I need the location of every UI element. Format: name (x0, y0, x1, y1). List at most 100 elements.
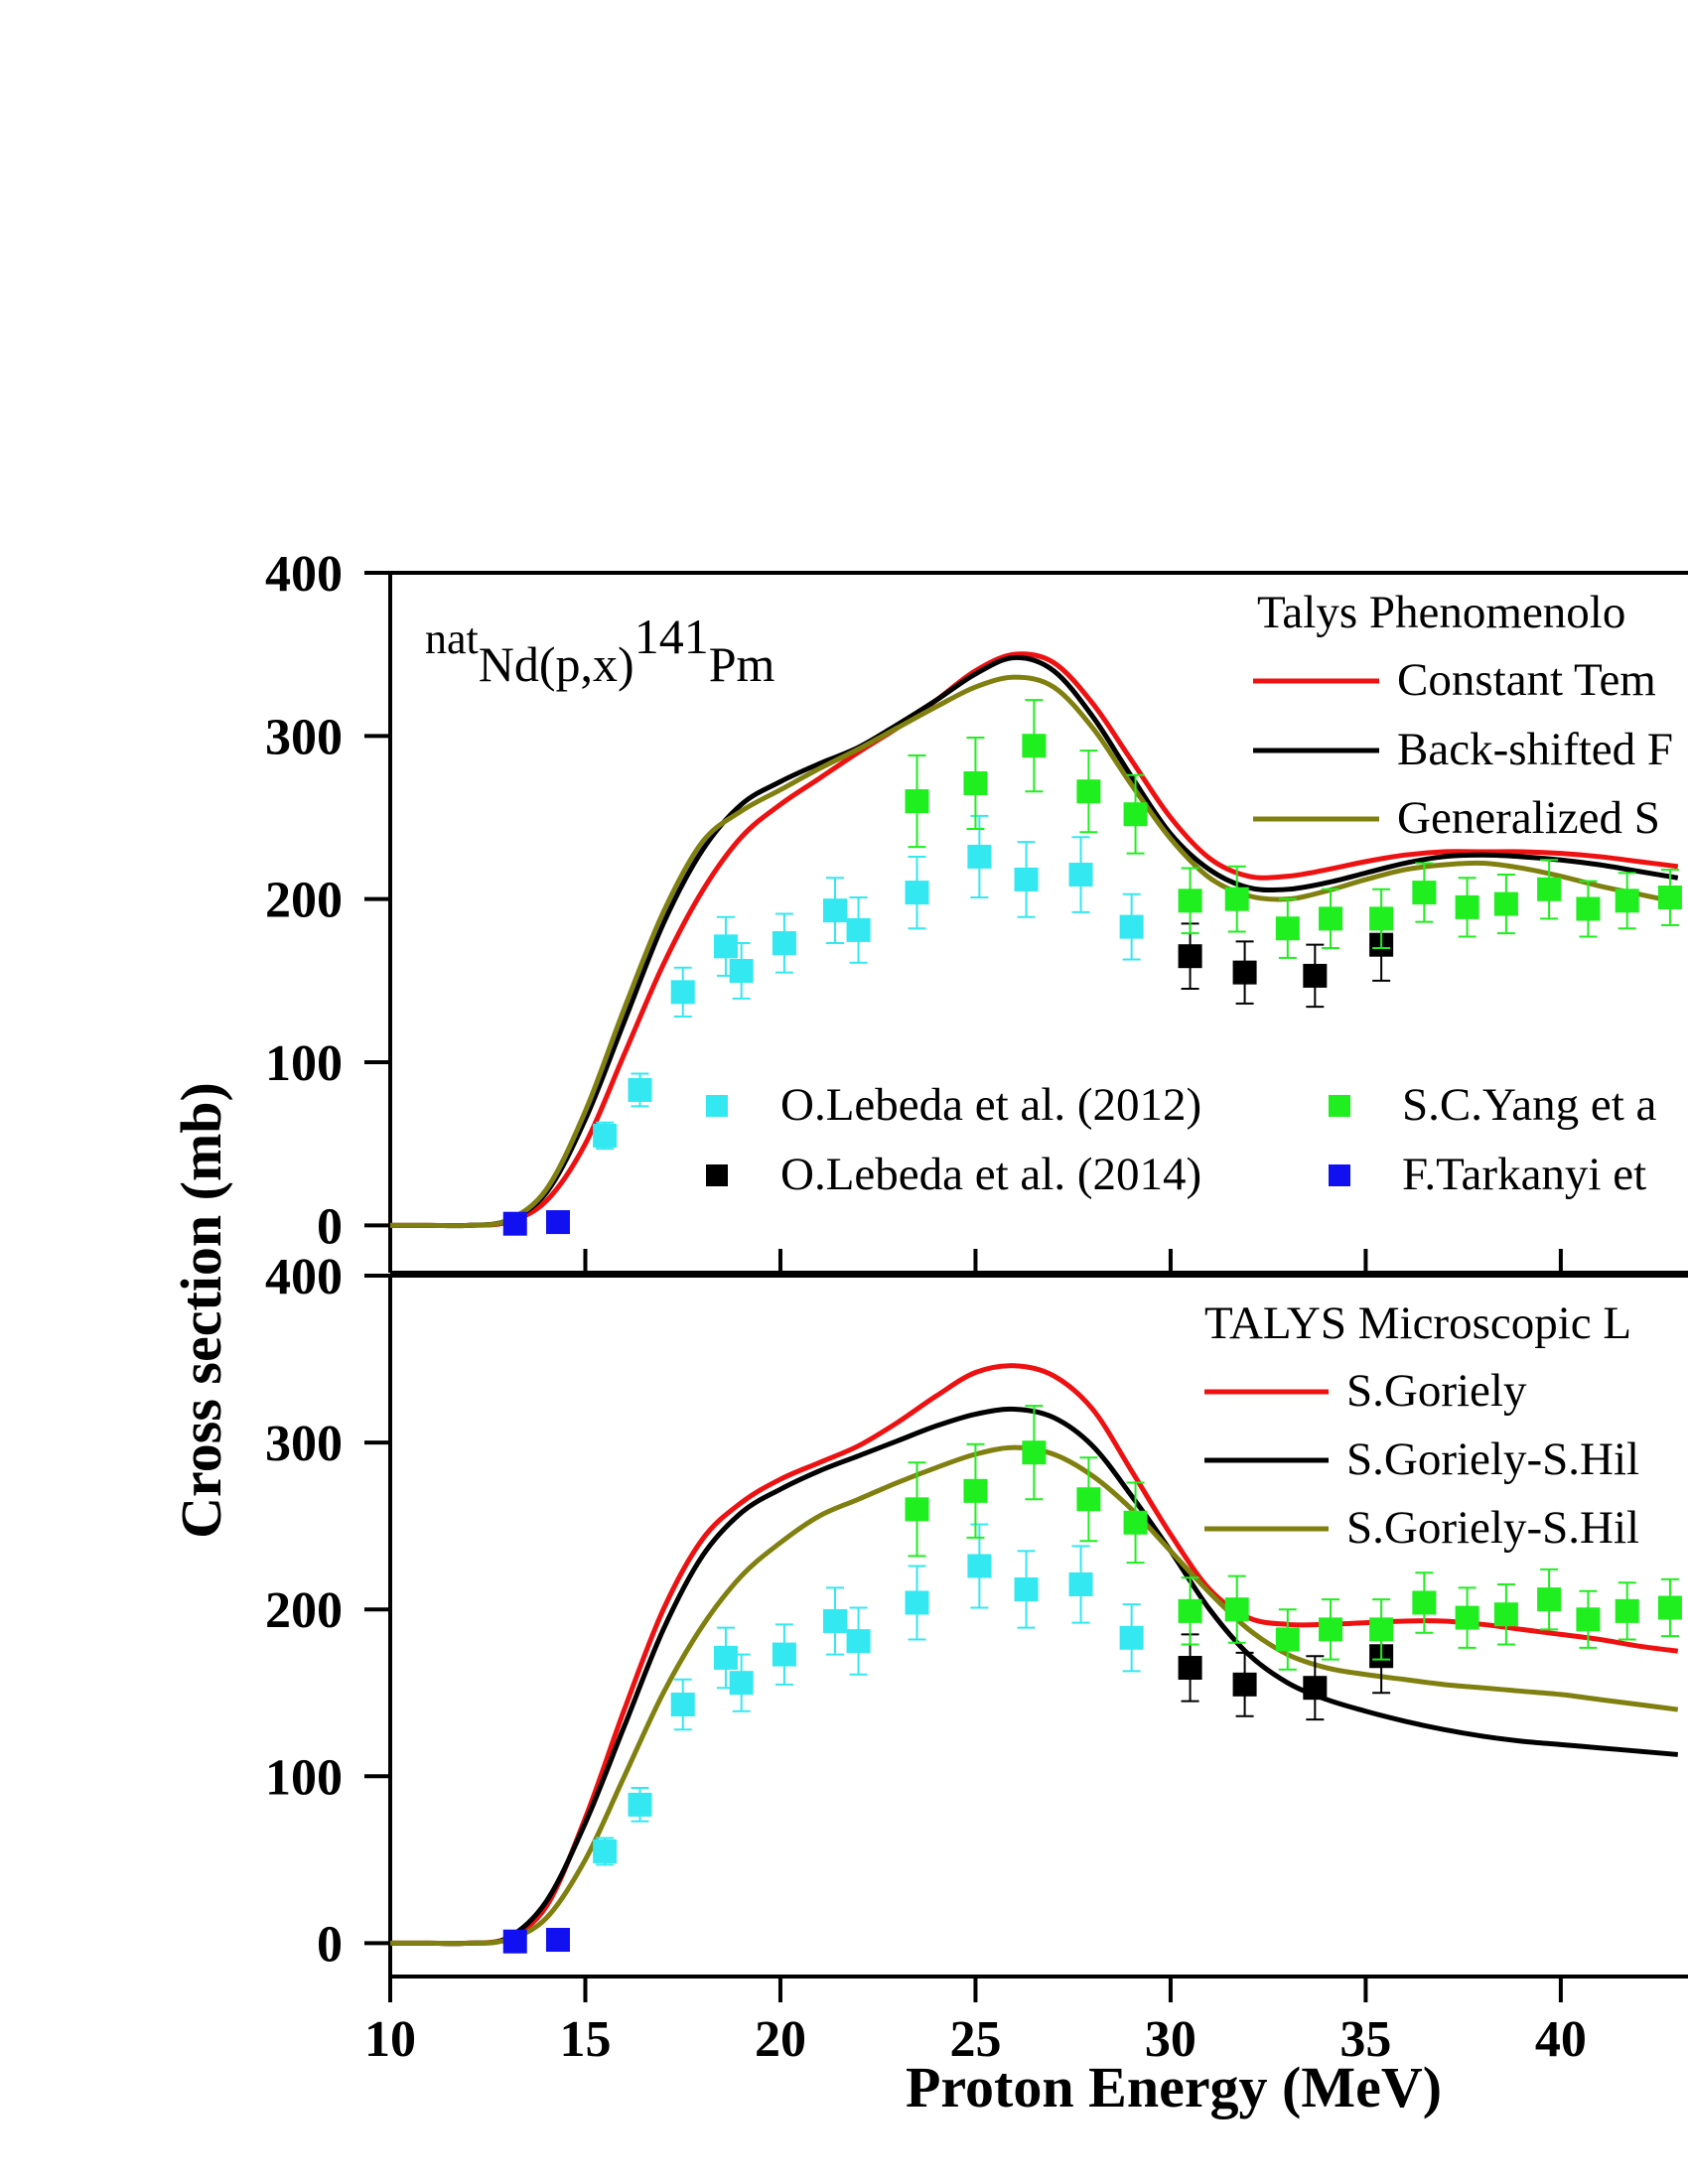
model-curve (390, 1363, 1679, 1947)
data-point (1275, 916, 1300, 941)
data-point (967, 844, 992, 869)
data-point (1303, 963, 1328, 988)
data-point (905, 1497, 929, 1522)
data-point (1412, 1590, 1437, 1615)
data-point (1076, 779, 1101, 804)
y-tick-label: 0 (317, 1916, 343, 1973)
x-tick-label: 35 (1339, 2011, 1391, 2068)
data-point (1303, 1676, 1328, 1701)
data-point (1119, 914, 1144, 939)
data-point (1455, 894, 1479, 919)
data-point (1123, 802, 1148, 827)
data-point (772, 1642, 796, 1667)
data-point (1369, 906, 1394, 931)
data-point (1022, 1440, 1047, 1465)
data-point (1076, 1487, 1101, 1512)
data-point (1014, 1577, 1039, 1602)
data-point (1455, 1605, 1479, 1630)
legend-label: O.Lebeda et al. (2012) (780, 1079, 1201, 1131)
y-tick-label: 0 (317, 1198, 343, 1255)
x-tick-label: 30 (1145, 2011, 1196, 2068)
legend-title: Talys Phenomenolo (1257, 587, 1625, 638)
legend-marker (706, 1095, 728, 1117)
data-point (1068, 863, 1093, 887)
data-point (1576, 1607, 1601, 1632)
data-point (822, 1608, 847, 1633)
data-point (963, 1478, 988, 1503)
data-point (1119, 1625, 1144, 1650)
y-tick-label: 300 (265, 709, 343, 765)
data-point (1022, 734, 1047, 758)
data-point (772, 931, 796, 956)
y-tick-label: 400 (265, 546, 343, 603)
data-point (1369, 1617, 1394, 1642)
data-point (905, 881, 929, 905)
legend-label: F.Tarkanyi et (1402, 1149, 1646, 1200)
y-axis-title: Cross section (mb) (169, 1082, 233, 1539)
data-point (1178, 1656, 1202, 1681)
y-tick-label: 200 (265, 1582, 343, 1639)
y-tick-label: 400 (265, 1249, 343, 1305)
data-point (1068, 1571, 1093, 1596)
y-tick-label: 200 (265, 873, 343, 929)
model-curve (390, 1444, 1679, 1947)
data-point (502, 1929, 527, 1954)
data-point (1657, 886, 1682, 910)
data-point (628, 1077, 652, 1102)
legend-label: Back-shifted F (1397, 724, 1673, 775)
data-point (822, 898, 847, 923)
reaction: Nd(p,x) (479, 636, 634, 692)
data-point (593, 1123, 618, 1148)
data-point (729, 958, 754, 983)
data-point (1224, 887, 1249, 911)
data-point (1232, 960, 1257, 985)
data-point (1493, 1602, 1518, 1627)
data-point (1178, 888, 1202, 913)
data-point (1576, 896, 1601, 921)
y-tick-label: 100 (265, 1035, 343, 1092)
data-point (729, 1671, 754, 1696)
model-curve (390, 1406, 1678, 1947)
data-point (1615, 1598, 1639, 1623)
x-tick-label: 15 (559, 2011, 611, 2068)
data-point (1224, 1597, 1249, 1622)
legend-label: Constant Tem (1397, 654, 1656, 706)
data-point (1493, 891, 1518, 916)
data-point (502, 1211, 527, 1236)
data-point (1178, 1598, 1202, 1623)
x-tick-label: 25 (949, 2011, 1001, 2068)
superscript: nat (425, 614, 479, 663)
x-tick-label: 10 (364, 2011, 416, 2068)
data-point (846, 1629, 871, 1654)
data-point (713, 1645, 738, 1670)
data-point (846, 917, 871, 942)
data-point (628, 1792, 652, 1817)
data-point (670, 1693, 695, 1717)
model-curve (389, 654, 1679, 1229)
data-point (1319, 1617, 1343, 1642)
data-point (1412, 881, 1437, 905)
legend-label: S.C.Yang et a (1402, 1079, 1657, 1131)
data-point (1178, 944, 1202, 969)
legend-label: S.Goriely (1346, 1365, 1527, 1417)
data-point (1275, 1627, 1300, 1652)
legend-marker (706, 1164, 728, 1186)
data-point (1615, 888, 1639, 913)
legend-label: S.Goriely-S.Hil (1346, 1433, 1639, 1485)
legend-label: S.Goriely-S.Hil (1346, 1502, 1639, 1554)
data-point (713, 934, 738, 959)
x-axis-title: Proton Energy (MeV) (906, 2055, 1442, 2119)
data-point (963, 770, 988, 795)
legend-label: Generalized S (1397, 792, 1660, 844)
data-point (905, 1590, 929, 1615)
superscript: 141 (634, 609, 709, 664)
data-point (1537, 877, 1562, 901)
data-point (1657, 1595, 1682, 1620)
y-tick-label: 300 (265, 1416, 343, 1472)
legend-marker (1329, 1095, 1350, 1117)
y-tick-label: 100 (265, 1749, 343, 1806)
data-point (1014, 867, 1039, 891)
data-point (1123, 1510, 1148, 1535)
x-tick-label: 40 (1535, 2011, 1587, 2068)
